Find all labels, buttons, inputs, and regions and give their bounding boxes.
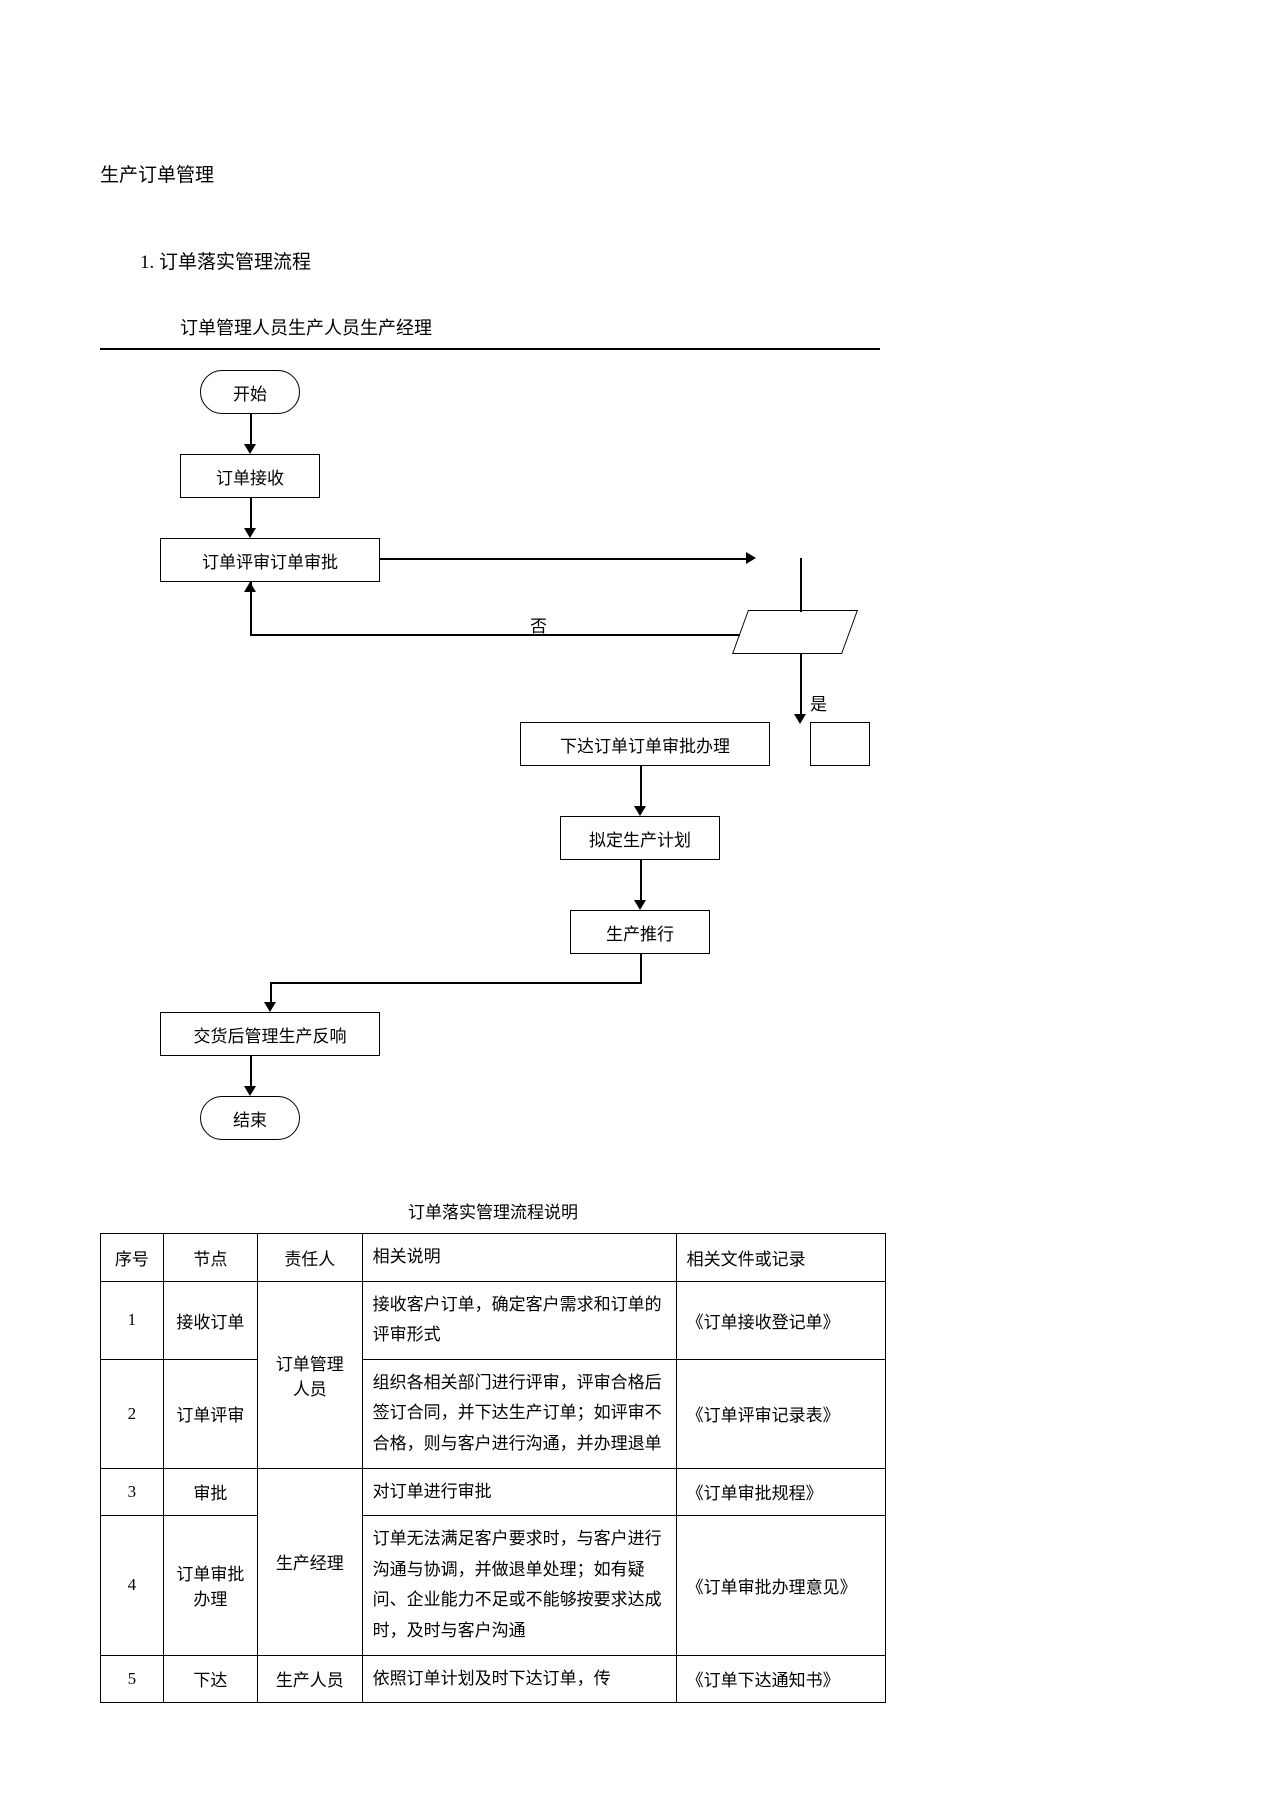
cell-resp: 生产经理 — [257, 1468, 362, 1655]
cell-node: 接收订单 — [163, 1281, 257, 1359]
cell-seq: 1 — [101, 1281, 164, 1359]
cell-node: 审批 — [163, 1468, 257, 1516]
decision-shape — [732, 610, 858, 654]
node-delivery: 交货后管理生产反响 — [160, 1012, 380, 1056]
table-row: 4 订单审批办理 订单无法满足客户要求时，与客户进行沟通与协调，并做退单处理；如… — [101, 1516, 886, 1655]
section-title: 1. 订单落实管理流程 — [140, 247, 1174, 274]
node-start: 开始 — [200, 370, 300, 414]
cell-node: 订单审批办理 — [163, 1516, 257, 1655]
cell-resp: 订单管理人员 — [257, 1281, 362, 1468]
node-end: 结束 — [200, 1096, 300, 1140]
roles-header: 订单管理人员生产人员生产经理 — [180, 314, 1174, 340]
process-table: 序号 节点 责任人 相关说明 相关文件或记录 1 接收订单 订单管理人员 接收客… — [100, 1233, 886, 1703]
table-title: 订单落实管理流程说明 — [100, 1198, 886, 1223]
cell-seq: 5 — [101, 1655, 164, 1703]
cell-desc: 依照订单计划及时下达订单，传 — [362, 1655, 676, 1703]
doc-title: 生产订单管理 — [100, 160, 1174, 187]
table-row: 2 订单评审 组织各相关部门进行评审，评审合格后签订合同，并下达生产订单；如评审… — [101, 1359, 886, 1468]
th-resp: 责任人 — [257, 1234, 362, 1282]
cell-doc: 《订单审批规程》 — [676, 1468, 885, 1516]
cell-doc: 《订单审批办理意见》 — [676, 1516, 885, 1655]
node-review: 订单评审订单审批 — [160, 538, 380, 582]
cell-resp: 生产人员 — [257, 1655, 362, 1703]
node-receive: 订单接收 — [180, 454, 320, 498]
cell-node: 下达 — [163, 1655, 257, 1703]
th-doc: 相关文件或记录 — [676, 1234, 885, 1282]
cell-desc: 对订单进行审批 — [362, 1468, 676, 1516]
table-row: 3 审批 生产经理 对订单进行审批 《订单审批规程》 — [101, 1468, 886, 1516]
cell-seq: 3 — [101, 1468, 164, 1516]
cell-desc: 接收客户订单，确定客户需求和订单的评审形式 — [362, 1281, 676, 1359]
cell-doc: 《订单评审记录表》 — [676, 1359, 885, 1468]
node-execute: 生产推行 — [570, 910, 710, 954]
th-desc: 相关说明 — [362, 1234, 676, 1282]
table-row: 1 接收订单 订单管理人员 接收客户订单，确定客户需求和订单的评审形式 《订单接… — [101, 1281, 886, 1359]
flowchart: 开始 订单接收 订单评审订单审批 否 是 下达订单订单审批办理 拟定生产 — [100, 348, 880, 1168]
cell-desc: 订单无法满足客户要求时，与客户进行沟通与协调，并做退单处理；如有疑问、企业能力不… — [362, 1516, 676, 1655]
th-seq: 序号 — [101, 1234, 164, 1282]
cell-doc: 《订单下达通知书》 — [676, 1655, 885, 1703]
cell-node: 订单评审 — [163, 1359, 257, 1468]
cell-doc: 《订单接收登记单》 — [676, 1281, 885, 1359]
empty-box — [810, 722, 870, 766]
th-node: 节点 — [163, 1234, 257, 1282]
node-issue: 下达订单订单审批办理 — [520, 722, 770, 766]
yes-label: 是 — [810, 690, 827, 715]
cell-desc: 组织各相关部门进行评审，评审合格后签订合同，并下达生产订单；如评审不合格，则与客… — [362, 1359, 676, 1468]
table-row: 5 下达 生产人员 依照订单计划及时下达订单，传 《订单下达通知书》 — [101, 1655, 886, 1703]
cell-seq: 2 — [101, 1359, 164, 1468]
cell-seq: 4 — [101, 1516, 164, 1655]
table-header-row: 序号 节点 责任人 相关说明 相关文件或记录 — [101, 1234, 886, 1282]
node-plan: 拟定生产计划 — [560, 816, 720, 860]
